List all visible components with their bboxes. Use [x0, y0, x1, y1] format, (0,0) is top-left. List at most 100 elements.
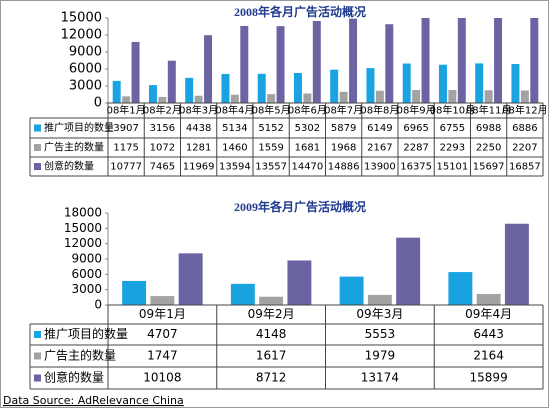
bar [303, 93, 312, 103]
bar [276, 26, 285, 103]
chart-title: 2008年各月广告活动概况 [234, 4, 366, 19]
source: Data Source: AdRelevance China [3, 394, 184, 407]
table-value: 6988 [476, 123, 501, 134]
x-tick-label: 08年10月 [430, 104, 475, 117]
legend-label: 创意的数量 [44, 370, 104, 385]
table-value: 13557 [255, 162, 287, 173]
bar [185, 77, 194, 103]
bar [402, 63, 411, 103]
x-tick-label: 08年11月 [466, 104, 511, 117]
x-tick-label: 08年6月 [288, 104, 327, 117]
bar [150, 296, 175, 305]
bar [122, 96, 131, 103]
x-tick-label: 09年4月 [465, 307, 512, 321]
bar [257, 73, 266, 103]
bar [330, 69, 339, 103]
table-value: 7465 [150, 162, 175, 173]
legend-key [34, 374, 41, 382]
table-value: 3156 [150, 123, 175, 134]
bar [204, 35, 213, 103]
chart-title: 2009年各月广告活动概况 [234, 199, 366, 214]
bar [178, 253, 203, 305]
table-value: 1968 [331, 143, 356, 154]
bar [476, 293, 501, 305]
bar [475, 63, 484, 103]
bar [457, 18, 466, 103]
legend-key [34, 124, 41, 132]
y-tick-label: 12000 [61, 28, 102, 43]
bar [448, 90, 457, 103]
y-tick-label: 0 [94, 96, 102, 111]
bar [131, 41, 140, 103]
table-value: 15697 [473, 162, 505, 173]
table-value: 5553 [365, 327, 396, 341]
x-tick-label: 08年12月 [502, 104, 547, 117]
table-value: 1072 [150, 143, 175, 154]
bar [530, 18, 539, 103]
bar [438, 64, 447, 103]
table-value: 13900 [364, 162, 396, 173]
bar [194, 95, 203, 103]
table-value: 15101 [436, 162, 468, 173]
x-tick-label: 08年5月 [252, 104, 291, 117]
y-tick-label: 6000 [71, 267, 102, 281]
x-tick-label: 08年2月 [143, 104, 182, 117]
table-value: 2167 [367, 143, 392, 154]
legend-label: 推广项目的数量 [44, 121, 114, 134]
bar [158, 96, 167, 103]
legend-label: 广告主的数量 [44, 348, 116, 363]
table-value: 5879 [331, 123, 356, 134]
table-value: 1281 [186, 143, 211, 154]
bar [240, 25, 249, 103]
table-value: 13174 [361, 371, 399, 385]
table-value: 1617 [256, 349, 287, 363]
x-tick-label: 09年2月 [248, 307, 295, 321]
bar [287, 260, 312, 305]
y-tick-label: 9000 [71, 252, 102, 266]
y-tick-label: 9000 [69, 45, 102, 60]
table-value: 2164 [473, 349, 504, 363]
bar [366, 68, 375, 103]
table-value: 1681 [295, 143, 320, 154]
bar [520, 90, 529, 103]
table-value: 6149 [367, 123, 392, 134]
table-value: 2293 [440, 143, 465, 154]
table-value: 3907 [113, 123, 138, 134]
table-value: 1175 [113, 143, 138, 154]
table-value: 1979 [365, 349, 396, 363]
bar [122, 280, 147, 305]
table-value: 8712 [256, 371, 287, 385]
bar [511, 63, 520, 103]
table-value: 1747 [147, 349, 178, 363]
y-tick-label: 15000 [64, 221, 102, 235]
legend-key [34, 331, 41, 338]
table-value: 16375 [400, 162, 432, 173]
table-value: 13594 [219, 162, 251, 173]
table-value: 11969 [183, 162, 215, 173]
table-value: 5302 [295, 123, 320, 134]
bar [312, 21, 321, 103]
bar [293, 72, 302, 103]
legend-key [34, 144, 41, 151]
x-tick-label: 09年1月 [139, 307, 186, 321]
bar [396, 237, 421, 305]
bar [148, 85, 157, 103]
y-tick-label: 3000 [71, 282, 102, 296]
bar [230, 283, 255, 305]
table-value: 14886 [328, 162, 360, 173]
bar [367, 294, 392, 305]
table-value: 5134 [222, 123, 247, 134]
bar [504, 223, 529, 305]
legend-label: 创意的数量 [44, 160, 94, 173]
x-tick-label: 08年1月 [107, 104, 146, 117]
bar [448, 272, 473, 305]
x-tick-label: 08年9月 [397, 104, 436, 117]
bar [349, 18, 358, 103]
bar [167, 60, 176, 103]
bar [385, 24, 394, 103]
x-tick-label: 08年7月 [324, 104, 363, 117]
legend-label: 广告主的数量 [44, 141, 104, 154]
bar [484, 90, 493, 103]
table-value: 4707 [147, 327, 178, 341]
